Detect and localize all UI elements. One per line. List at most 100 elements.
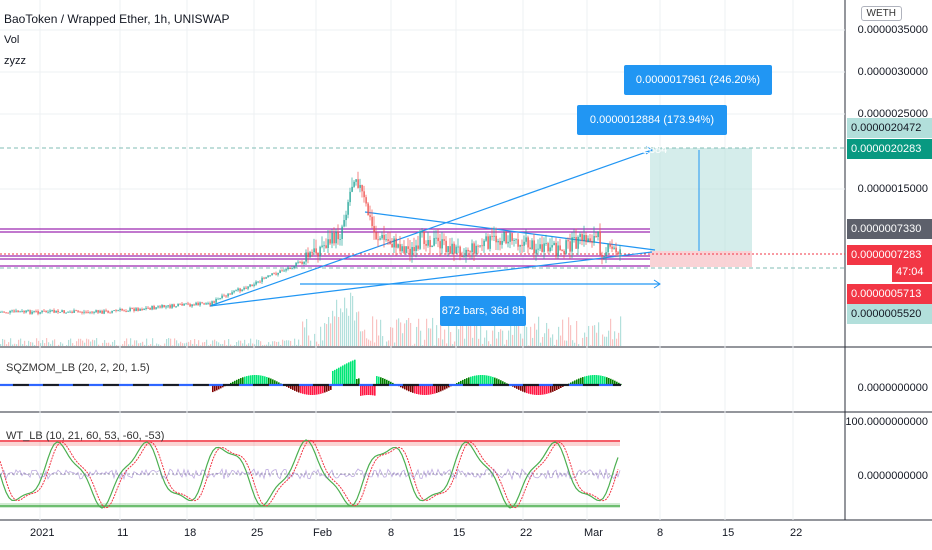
candle-body — [73, 310, 75, 313]
sqz-bar — [322, 385, 324, 394]
sqz-dot — [372, 383, 376, 387]
volume-bar — [332, 310, 334, 346]
candle-body — [41, 310, 43, 313]
quote-currency-badge[interactable]: WETH — [860, 6, 902, 21]
candle-body — [439, 241, 441, 249]
sqz-dot — [240, 383, 244, 387]
drawings[interactable] — [0, 145, 845, 307]
volume-bar — [424, 339, 426, 346]
sqz-dot — [396, 383, 400, 387]
volume-bar — [192, 343, 194, 346]
candle-body — [595, 236, 597, 238]
volume-bar — [266, 344, 268, 346]
candle-body — [517, 239, 519, 247]
price-label-target-high: 0.0000020472 — [847, 118, 932, 138]
candle-body — [493, 235, 495, 237]
volume-bar — [442, 339, 444, 346]
candle-body — [573, 237, 575, 238]
volume-bar — [234, 345, 236, 346]
sqz-dot — [306, 383, 310, 387]
candle-body — [97, 310, 99, 313]
study-label[interactable]: zyzz — [4, 55, 26, 67]
wt-line-1 — [0, 439, 619, 509]
sqz-dot — [158, 383, 162, 387]
candle-body — [551, 245, 553, 248]
sqz-indicator-label[interactable]: SQZMOM_LB (20, 2, 20, 1.5) — [6, 362, 150, 374]
sqz-bar — [462, 379, 464, 385]
volume-bar — [12, 344, 14, 346]
candle-body — [587, 238, 589, 243]
sqz-bar — [422, 385, 424, 395]
volume-bar — [152, 338, 154, 346]
sqz-dot — [330, 383, 334, 387]
sqz-bar — [428, 385, 430, 395]
sqz-dot — [536, 383, 540, 387]
candles[interactable] — [0, 171, 621, 316]
candle-body — [469, 251, 471, 253]
sqz-dot — [600, 383, 604, 387]
volume-bar — [314, 333, 316, 346]
candle-body — [591, 241, 593, 243]
sqz-dot — [246, 383, 250, 387]
candle-body — [287, 267, 289, 270]
sqz-dot — [86, 383, 90, 387]
sqz-dot — [350, 383, 354, 387]
volume-label[interactable]: Vol — [4, 34, 20, 46]
volume-bar — [388, 340, 390, 346]
volume-bar — [90, 341, 92, 346]
volume-bar — [352, 296, 354, 346]
volume-bar — [430, 328, 432, 346]
volume-bar — [172, 345, 174, 346]
candle-body — [119, 308, 121, 311]
sqz-bar — [294, 385, 296, 391]
volume-bar — [608, 330, 610, 346]
candle-body — [567, 240, 569, 242]
sqz-dot — [270, 383, 274, 387]
sqz-bar — [582, 377, 584, 385]
symbol-title[interactable]: BaoToken / Wrapped Ether, 1h, UNISWAP — [4, 12, 230, 26]
sqz-bar — [212, 385, 214, 393]
sqz-dot — [482, 383, 486, 387]
sqz-bar — [584, 376, 586, 385]
sqz-dot — [616, 383, 620, 387]
sqz-dot — [302, 383, 306, 387]
candle-body — [459, 246, 461, 257]
sqz-dot — [72, 383, 76, 387]
sqz-bar — [478, 375, 480, 385]
candle-body — [223, 295, 225, 297]
sqz-dot — [490, 383, 494, 387]
sqz-dot — [0, 383, 4, 387]
sqz-dot — [558, 383, 562, 387]
wt-indicator-label[interactable]: WT_LB (10, 21, 60, 53, -60, -53) — [6, 430, 165, 442]
sqz-bar — [386, 379, 388, 385]
sqz-dot — [324, 383, 328, 387]
volume-bar — [68, 339, 70, 346]
volume-bar — [84, 342, 86, 346]
candle-body — [125, 311, 127, 312]
sqz-dot — [432, 383, 436, 387]
sqz-bar — [298, 385, 300, 393]
candle-body — [585, 235, 587, 243]
volume-bar — [268, 342, 270, 346]
candle-body — [541, 244, 543, 252]
volume-bar — [180, 341, 182, 346]
candle-body — [167, 305, 169, 307]
volume-bar — [602, 334, 604, 346]
wave-trend-oscillator — [0, 439, 621, 509]
candle-body — [171, 304, 173, 308]
sqz-bar — [556, 385, 558, 391]
candle-body — [185, 303, 187, 305]
volume-bar — [588, 325, 590, 346]
volume-bar — [262, 345, 264, 346]
sqz-bar — [270, 378, 272, 385]
sqz-dot — [318, 383, 322, 387]
volume-bar — [464, 338, 466, 346]
sqz-dot — [76, 383, 80, 387]
volume-bar — [52, 340, 54, 346]
sqz-bar — [552, 385, 554, 392]
volume-bar — [356, 312, 358, 346]
sqz-dot — [62, 383, 66, 387]
candle-body — [581, 234, 583, 242]
candle-body — [241, 289, 243, 292]
